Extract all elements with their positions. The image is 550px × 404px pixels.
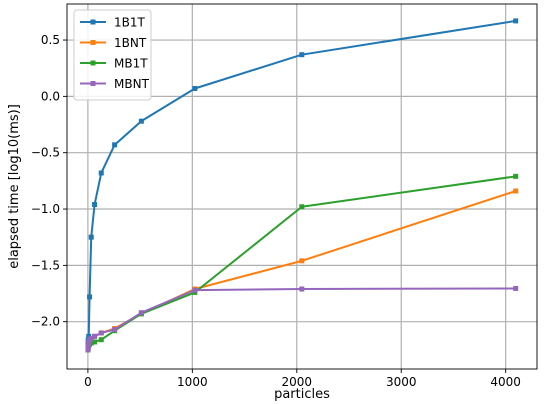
- plot-frame: [66, 3, 538, 370]
- legend-item: 1BNT: [80, 36, 147, 50]
- data-point: [98, 337, 104, 343]
- legend-label: 1B1T: [114, 16, 146, 30]
- y-axis-label: elapsed time [log10(ms)]: [7, 104, 22, 269]
- y-tick-label: 0.5: [41, 33, 60, 47]
- data-point: [92, 339, 98, 345]
- y-tick-label: −1.0: [31, 202, 60, 216]
- data-point: [513, 173, 519, 179]
- data-point: [88, 336, 94, 342]
- data-point: [88, 234, 94, 240]
- data-point: [299, 286, 305, 292]
- data-point: [192, 85, 198, 91]
- x-tick-label: 3000: [386, 375, 417, 389]
- data-point: [112, 142, 118, 148]
- data-point: [92, 202, 98, 208]
- data-point: [112, 327, 118, 333]
- legend-marker: [90, 40, 96, 45]
- data-point: [513, 18, 519, 24]
- legend-item: MB1T: [80, 57, 148, 71]
- legend-marker: [90, 81, 96, 86]
- data-point: [92, 333, 98, 339]
- data-point: [138, 310, 144, 316]
- series-mbnt: [85, 285, 519, 353]
- x-tick-label: 4000: [490, 375, 521, 389]
- series-1bnt: [85, 188, 519, 353]
- data-point: [513, 188, 519, 194]
- data-point: [87, 294, 93, 300]
- data-point: [299, 258, 305, 264]
- y-tick-label: −2.0: [31, 315, 60, 329]
- x-axis: 0 1000 2000 3000 4000: [84, 369, 521, 389]
- x-axis-label: particles: [274, 387, 330, 402]
- y-axis: −2.0 −1.5 −1.0 −0.5 0.0 0.5: [31, 33, 67, 329]
- legend-label: MBNT: [114, 77, 150, 91]
- legend-marker: [90, 60, 96, 66]
- x-tick-label: 2000: [282, 375, 313, 389]
- legend-marker: [90, 19, 96, 25]
- data-point: [299, 52, 305, 58]
- data-point: [98, 330, 104, 336]
- y-tick-label: −0.5: [31, 146, 60, 160]
- data-point: [85, 343, 91, 349]
- series-line: [86, 287, 516, 350]
- x-tick-label: 1000: [177, 375, 208, 389]
- series-line: [86, 190, 517, 350]
- series-line: [86, 19, 516, 346]
- data-point: [86, 333, 92, 339]
- data-point: [299, 204, 305, 210]
- legend-label: 1BNT: [114, 36, 147, 50]
- legend: 1B1T 1BNT MB1T MBNT: [73, 9, 152, 101]
- series-group: [85, 18, 519, 353]
- legend-box: [73, 9, 152, 101]
- data-point: [98, 170, 104, 176]
- y-tick-label: 0.0: [41, 89, 60, 103]
- legend-item: MBNT: [80, 77, 150, 91]
- y-tick-label: −1.5: [31, 258, 60, 272]
- legend-item: 1B1T: [80, 16, 146, 30]
- data-point: [192, 287, 198, 293]
- data-point: [138, 118, 144, 124]
- data-point: [88, 340, 94, 346]
- data-point: [513, 285, 519, 291]
- x-tick-label: 0: [84, 375, 92, 389]
- legend-label: MB1T: [114, 57, 148, 71]
